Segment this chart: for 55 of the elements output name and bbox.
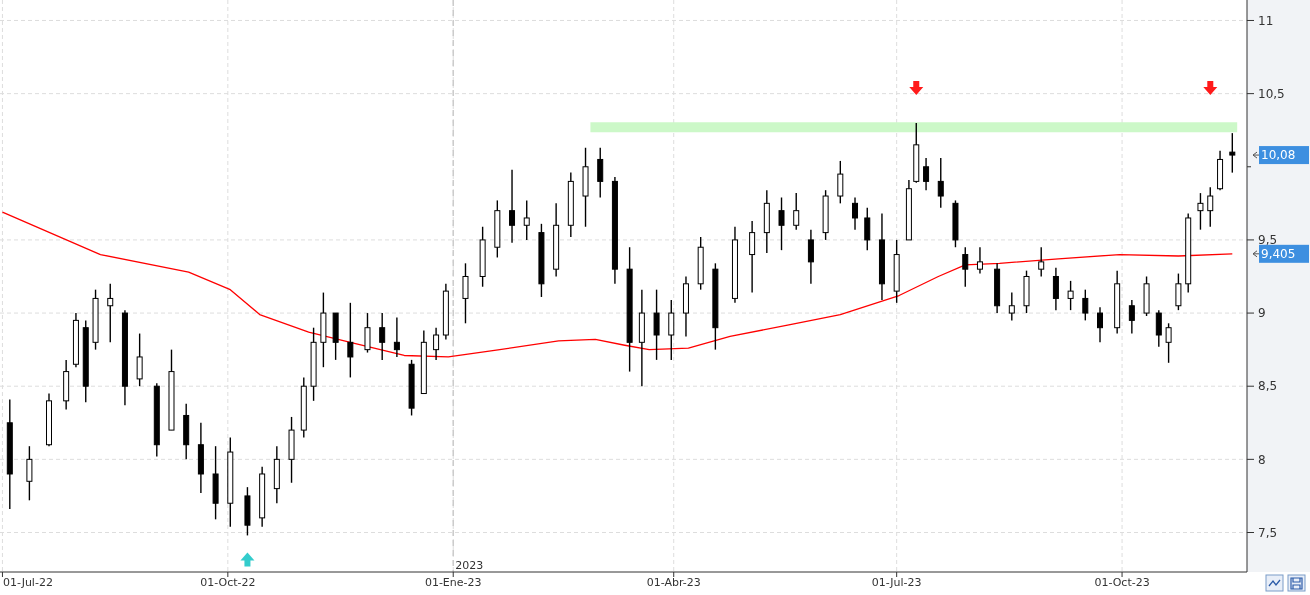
x-tick-label: 01-Abr-23 [646,576,701,589]
candlestick [26,445,33,502]
candlestick [1097,306,1104,344]
x-tick-label: 01-Oct-23 [1094,576,1150,589]
x-tick-label: 01-Jul-23 [871,576,922,589]
y-tick-label: 7,5 [1258,525,1278,540]
ref-line-label: 2023 [455,559,484,572]
x-tick-label: 01-Oct-22 [200,576,256,589]
candlestick [1207,186,1214,228]
y-tick-label: 9,5 [1258,233,1278,248]
text: 10,08 [1261,148,1296,163]
candlestick [864,207,871,251]
candlestick [1038,246,1045,278]
y-tick-label: 10,5 [1258,86,1285,101]
candlestick [837,160,844,205]
candlestick [778,196,785,251]
candlestick [597,147,604,199]
candlestick [1229,132,1236,174]
candlestick [433,326,440,361]
candlestick [749,220,756,294]
candlestick [1165,322,1172,364]
line-series [1,211,1233,358]
x-tick-label: 01-Ene-23 [424,576,482,589]
candlestick [1052,267,1059,311]
candlestick [523,199,530,241]
candlestick [1067,280,1074,311]
y-tick-label: 9 [1258,306,1266,321]
candlestick [1175,272,1182,311]
candlestick [107,283,114,344]
candlestick [852,196,859,231]
candlestick [653,288,660,361]
candlestick [1128,299,1135,335]
candlestick [807,228,814,285]
candlestick [937,157,944,209]
candlestick [462,262,469,324]
candlestick [364,312,371,354]
candlestick [393,316,400,358]
candlestick [668,299,675,361]
candlestick [793,192,800,231]
candlestick [1155,309,1162,348]
text: 9,405 [1261,247,1296,262]
candlestick [976,246,983,275]
candlestick [923,157,930,191]
candlestick [509,169,516,244]
y-tick-label: 8,5 [1258,379,1278,394]
candlestick [347,302,354,379]
x-tick-label: 01-Jul-22 [3,576,53,589]
candlestick [136,332,143,387]
candlestick [379,312,386,361]
candlestick [962,246,969,288]
candlestick [1197,192,1204,231]
y-tick-label: 11 [1258,13,1274,28]
candlestick [1082,288,1089,322]
y-tick-label: 8 [1258,452,1266,467]
candlestick [1008,291,1015,322]
